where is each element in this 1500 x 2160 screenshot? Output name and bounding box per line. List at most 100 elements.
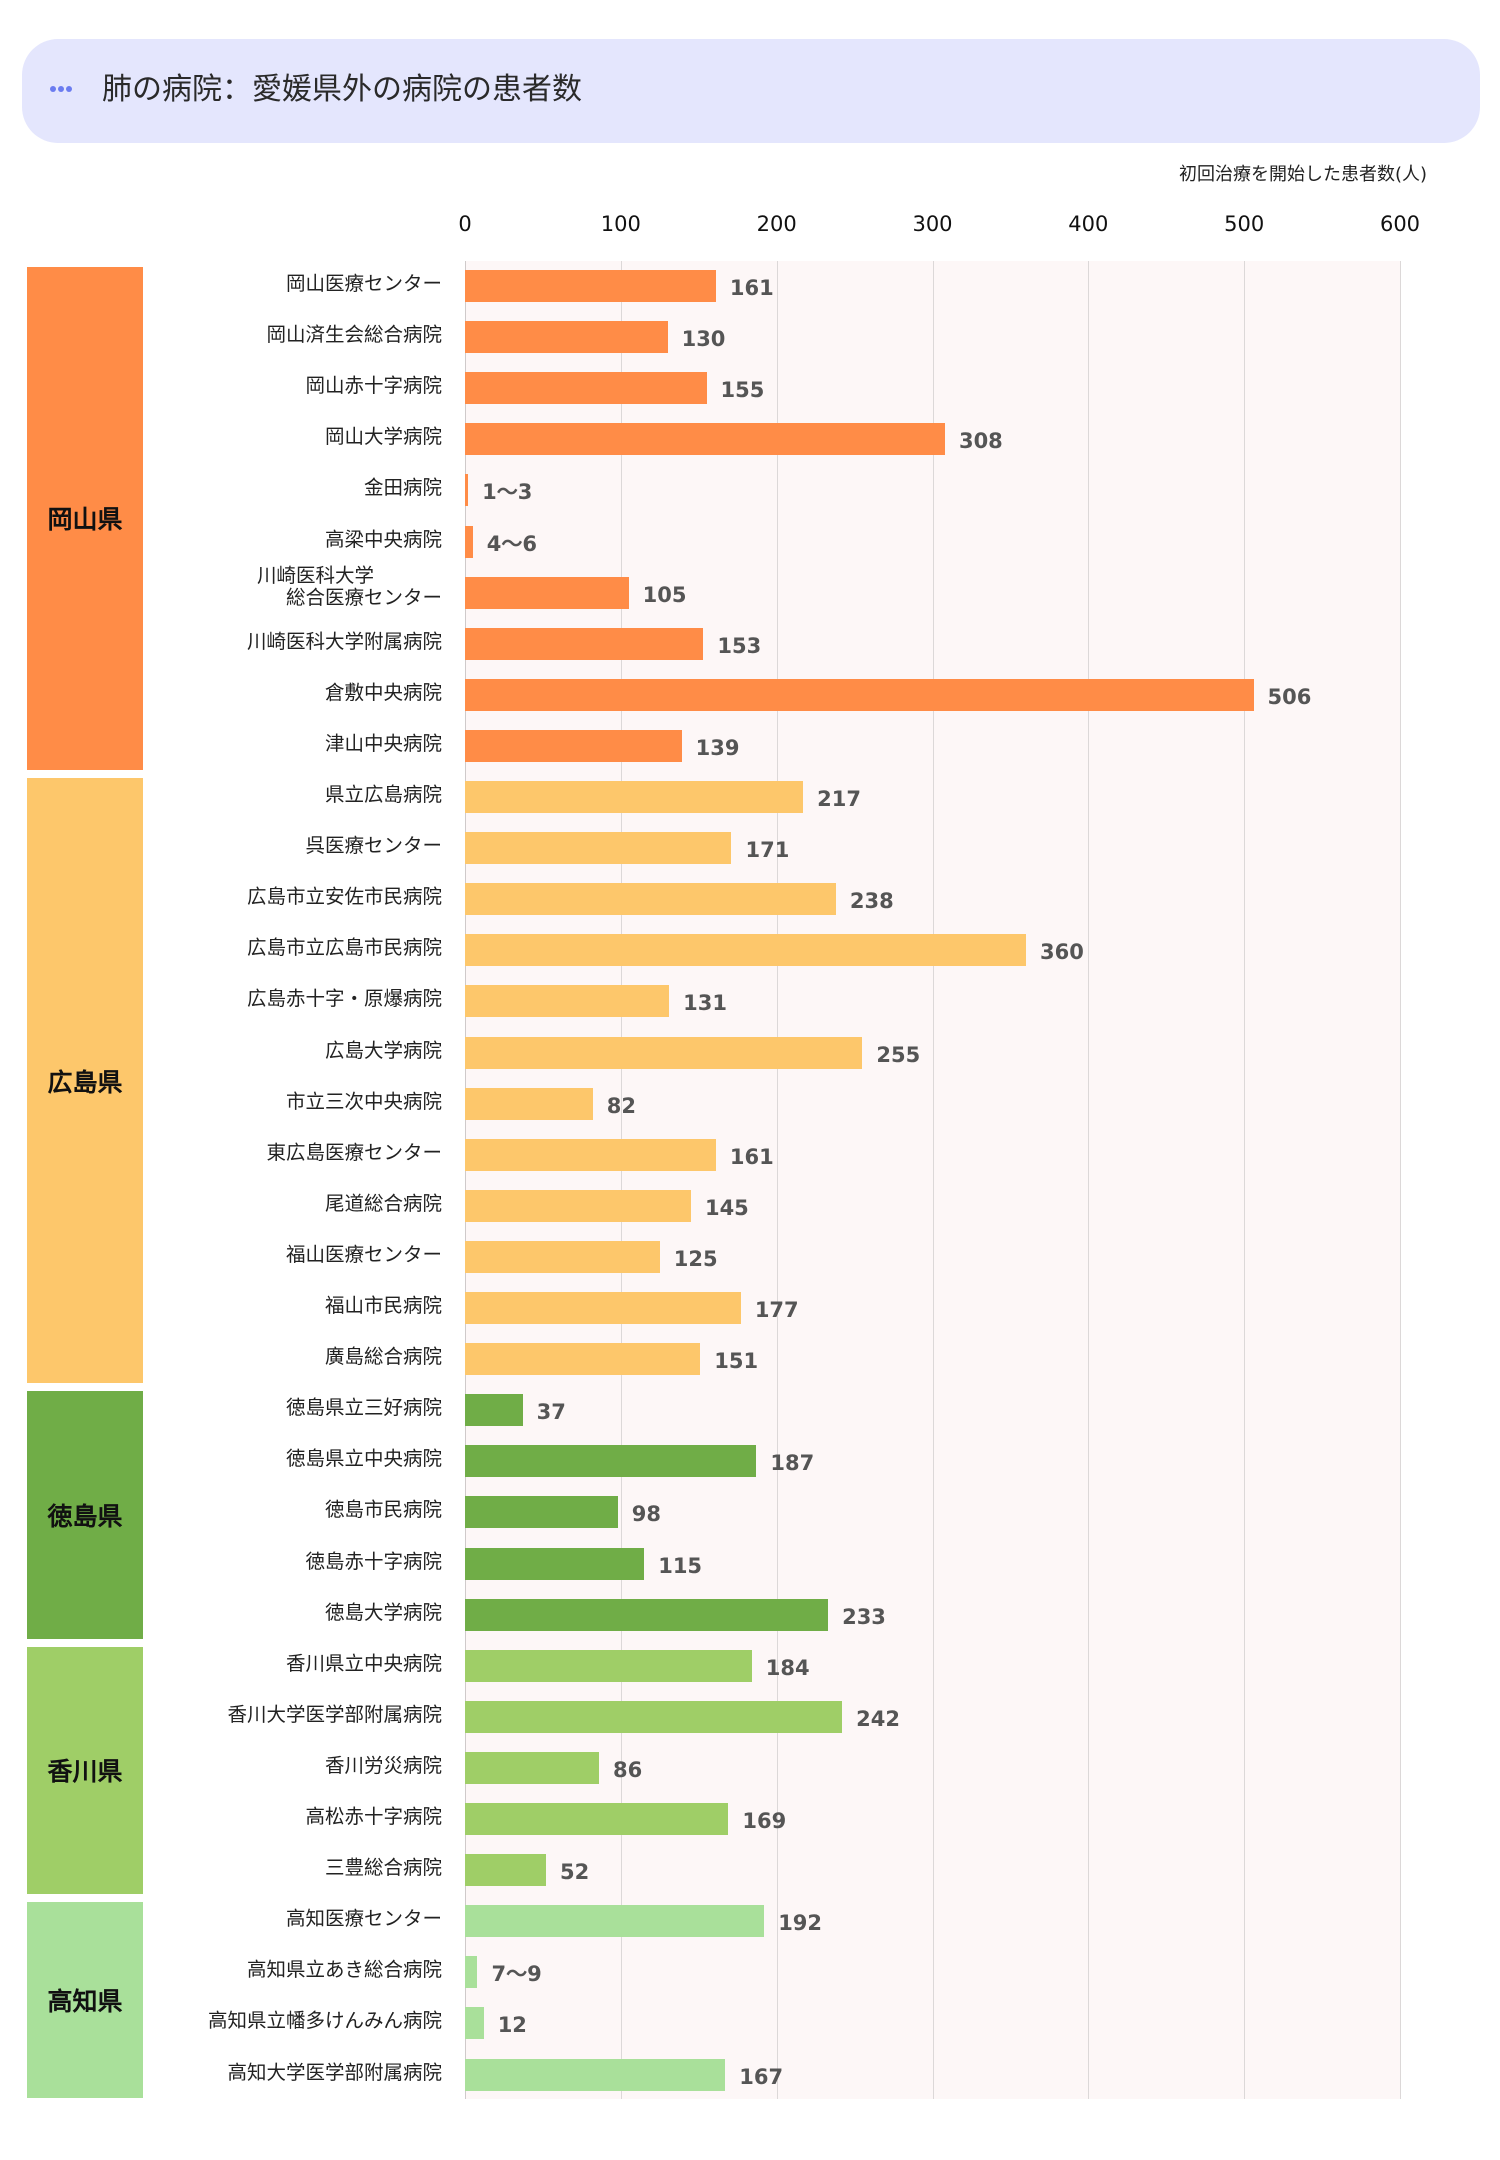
value-label: 130 — [681, 327, 726, 352]
bar — [465, 423, 945, 456]
prefecture-name: 香川県 — [47, 1757, 123, 1787]
hospital-label: 徳島県立中央病院 — [285, 1447, 442, 1471]
prefecture-label-kagawa: 香川県 — [27, 1646, 143, 1895]
bar — [465, 372, 707, 405]
x-axis-unit-label: 初回治療を開始した患者数(人) — [1178, 164, 1427, 185]
hospital-label: 高知県立あき総合病院 — [246, 1958, 442, 1982]
value-label: 52 — [560, 1860, 590, 1885]
x-axis-tick: 500 — [1224, 212, 1265, 236]
value-label: 139 — [695, 735, 740, 760]
gridline — [777, 261, 778, 2099]
hospital-label: 岡山赤十字病院 — [305, 374, 442, 398]
hospital-label: 香川労災病院 — [324, 1753, 442, 1777]
value-label: 308 — [958, 429, 1003, 454]
bar — [465, 832, 732, 865]
prefecture-label-kochi: 高知県 — [27, 1902, 143, 2099]
bar — [465, 525, 473, 558]
bar — [465, 1189, 691, 1222]
bar — [465, 576, 629, 609]
bar — [465, 1649, 752, 1682]
value-label: 184 — [765, 1655, 810, 1680]
hospital-label: 川崎医科大学 総合医療センター — [256, 563, 442, 609]
bar — [465, 1700, 843, 1733]
chart-title: 肺の病院：愛媛県外の病院の患者数 — [102, 72, 582, 107]
hospital-label: 岡山医療センター — [285, 272, 442, 295]
hospital-label: 金田病院 — [363, 476, 442, 500]
value-label: 37 — [536, 1400, 566, 1425]
bar — [465, 270, 716, 302]
value-label: 115 — [658, 1553, 703, 1578]
hospital-label: 岡山済生会総合病院 — [266, 323, 442, 347]
bar — [465, 1854, 547, 1887]
y-axis-line — [465, 261, 466, 2099]
bar — [465, 2007, 484, 2040]
hospital-label: 廣島総合病院 — [324, 1345, 442, 1369]
value-label: 82 — [606, 1093, 637, 1118]
bar — [465, 1343, 701, 1376]
prefecture-name: 高知県 — [47, 1987, 123, 2017]
value-label: 105 — [642, 582, 687, 607]
value-label: 161 — [729, 276, 774, 300]
value-label: 86 — [613, 1757, 643, 1782]
bar — [465, 1598, 829, 1631]
hospital-label: 広島赤十字・原爆病院 — [246, 987, 442, 1011]
value-label: 192 — [778, 1911, 823, 1936]
bar — [465, 1547, 645, 1580]
value-label: 125 — [673, 1246, 718, 1271]
value-label: 98 — [631, 1502, 661, 1527]
hospital-label: 徳島県立三好病院 — [285, 1396, 442, 1420]
x-axis-tick: 0 — [458, 212, 472, 236]
hospital-label: 県立広島病院 — [324, 783, 442, 806]
x-axis-tick: 400 — [1068, 212, 1109, 236]
hospital-label: 津山中央病院 — [324, 731, 442, 755]
bar — [465, 1751, 600, 1784]
value-label: 153 — [717, 633, 762, 658]
prefecture-name: 徳島県 — [47, 1501, 123, 1531]
bar — [465, 1956, 478, 1989]
prefecture-name: 岡山県 — [47, 505, 123, 535]
hospital-label: 高梁中央病院 — [324, 527, 442, 551]
bar — [465, 474, 469, 507]
hospital-label: 福山市民病院 — [324, 1294, 442, 1317]
gridline — [1244, 261, 1245, 2099]
value-label: 360 — [1040, 940, 1084, 965]
bar — [465, 1138, 716, 1171]
hospital-label: 広島市立広島市民病院 — [246, 936, 442, 960]
ellipsis-icon — [50, 84, 74, 94]
hospital-label: 市立三次中央病院 — [285, 1089, 442, 1113]
value-label: 233 — [842, 1604, 886, 1629]
bar — [465, 1803, 729, 1835]
bar — [465, 883, 836, 916]
bar — [465, 678, 1254, 711]
value-label: 1〜3 — [482, 480, 533, 505]
hospital-label: 高知医療センター — [285, 1907, 442, 1931]
gridline — [1088, 261, 1089, 2099]
value-label: 145 — [704, 1195, 749, 1220]
bar — [465, 781, 804, 813]
hospital-label: 福山医療センター — [285, 1242, 442, 1266]
value-label: 171 — [745, 838, 790, 863]
hospital-label: 尾道総合病院 — [324, 1191, 442, 1215]
bar — [465, 729, 682, 762]
x-axis-tick: 100 — [600, 212, 641, 236]
value-label: 255 — [876, 1042, 921, 1067]
hospital-label: 徳島大学病院 — [324, 1600, 442, 1624]
x-axis-tick: 600 — [1379, 212, 1421, 236]
value-label: 506 — [1267, 684, 1312, 709]
bar — [465, 2058, 726, 2091]
value-label: 4〜6 — [486, 531, 538, 556]
value-label: 238 — [849, 889, 894, 914]
bar — [465, 1394, 523, 1427]
bar — [465, 1036, 863, 1069]
hospital-label: 岡山大学病院 — [324, 425, 442, 449]
hospital-label: 徳島市民病院 — [324, 1498, 442, 1522]
gridline — [933, 261, 934, 2099]
prefecture-label-okayama: 岡山県 — [27, 267, 143, 770]
value-label: 217 — [817, 787, 861, 811]
value-label: 167 — [739, 2064, 784, 2089]
prefecture-label-hiroshima: 広島県 — [27, 778, 143, 1384]
value-label: 131 — [683, 991, 727, 1016]
value-label: 177 — [754, 1298, 799, 1322]
bar — [465, 321, 668, 354]
value-label: 169 — [742, 1809, 787, 1833]
